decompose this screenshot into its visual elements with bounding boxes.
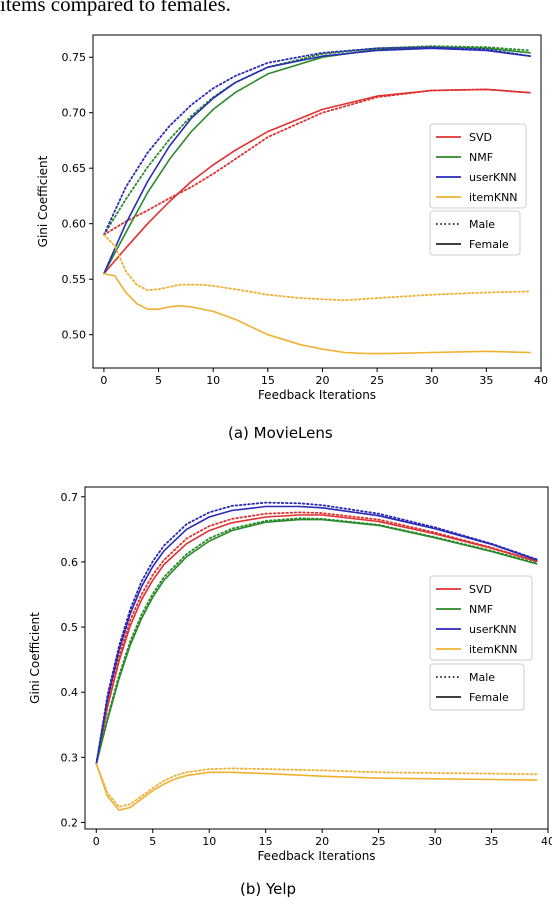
y-tick-label: 0.3	[61, 751, 79, 764]
x-tick-label: 20	[315, 374, 329, 387]
x-tick-label: 25	[370, 374, 384, 387]
y-tick-label: 0.6	[61, 556, 79, 569]
x-tick-label: 40	[534, 374, 548, 387]
series-line-nmf-female	[95, 518, 538, 765]
y-tick-label: 0.70	[62, 107, 87, 120]
legend-label-userknn: userKNN	[469, 171, 517, 184]
x-tick-label: 5	[155, 374, 162, 387]
y-tick-label: 0.65	[62, 162, 87, 175]
x-tick-label: 10	[202, 835, 216, 848]
y-tick-label: 0.75	[62, 51, 87, 64]
series-line-itemknn-male	[103, 233, 531, 302]
legend-label-male: Male	[469, 671, 495, 684]
chart-movielens: 0 5 10 15 20 25 30 35 40 0.50 0.55 0.60 0.65 0.70 0.75…	[36, 34, 548, 402]
y-tick-label: 0.2	[61, 816, 79, 829]
x-tick-label: 30	[425, 374, 439, 387]
y-tick-label: 0.55	[62, 273, 87, 286]
legend-label-itemknn: itemKNN	[469, 643, 518, 656]
chart-caption-movielens: (a) MovieLens	[228, 424, 333, 442]
plot-frame	[92, 34, 542, 369]
plot-frame	[84, 486, 549, 830]
series-line-itemknn-female	[103, 272, 531, 355]
series-line-userknn-male	[95, 501, 538, 765]
x-tick-label: 30	[428, 835, 442, 848]
y-tick-label: 0.4	[61, 686, 79, 699]
series-line-svd-female	[95, 514, 538, 765]
legend-label-male: Male	[469, 218, 495, 231]
legend-label-nmf: NMF	[469, 603, 493, 616]
legend-label-nmf: NMF	[469, 151, 493, 164]
y-tick-label: 0.5	[61, 621, 79, 634]
x-tick-label: 0	[93, 835, 100, 848]
legend-algorithms-box	[429, 123, 527, 209]
series-line-svd-male	[95, 511, 538, 765]
series-line-userknn-female	[103, 47, 531, 275]
y-tick-label: 0.7	[61, 491, 79, 504]
legend-label-itemknn: itemKNN	[469, 191, 518, 204]
x-tick-label: 35	[485, 835, 499, 848]
x-tick-label: 5	[149, 835, 156, 848]
x-tick-label: 15	[261, 374, 275, 387]
y-axis-label: Gini Coefficient	[36, 155, 50, 247]
series-line-userknn-male	[103, 46, 531, 236]
x-axis-label: Feedback Iterations	[258, 388, 376, 402]
x-tick-label: 35	[479, 374, 493, 387]
series-line-itemknn-male	[95, 763, 538, 808]
legend-label-female: Female	[469, 238, 509, 251]
legend-label-userknn: userKNN	[469, 623, 517, 636]
x-tick-label: 10	[206, 374, 220, 387]
x-tick-label: 40	[541, 835, 552, 848]
y-tick-label: 0.50	[62, 329, 87, 342]
x-tick-label: 0	[100, 374, 107, 387]
y-axis-label: Gini Coefficient	[28, 612, 42, 704]
legend-styles-box	[429, 663, 525, 711]
page-text-fragment: items compared to females.	[0, 0, 231, 16]
y-tick-label: 0.60	[62, 218, 87, 231]
series-line-userknn-female	[95, 505, 538, 765]
chart-caption-yelp: (b) Yelp	[240, 880, 297, 898]
legend-label-svd: SVD	[469, 583, 492, 596]
x-tick-label: 20	[315, 835, 329, 848]
legend-label-svd: SVD	[469, 131, 492, 144]
x-tick-label: 15	[259, 835, 273, 848]
series-line-svd-female	[103, 88, 531, 275]
x-tick-label: 25	[372, 835, 386, 848]
legend-label-female: Female	[469, 691, 509, 704]
legend-algorithms-box	[429, 575, 533, 661]
series-line-itemknn-female	[95, 763, 538, 811]
x-axis-label: Feedback Iterations	[257, 849, 375, 863]
